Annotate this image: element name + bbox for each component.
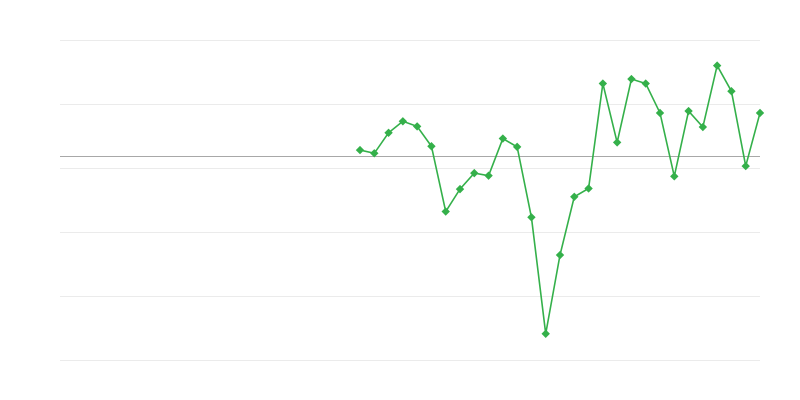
series-1 (355, 61, 765, 338)
gridlines (60, 40, 760, 361)
data-point[interactable] (412, 122, 422, 131)
data-point[interactable] (541, 329, 550, 338)
data-point[interactable] (427, 142, 436, 151)
series-line (359, 63, 761, 334)
data-point[interactable] (670, 172, 679, 181)
data-point[interactable] (712, 61, 722, 70)
data-point[interactable] (598, 79, 608, 88)
data-point[interactable] (355, 145, 365, 155)
data-point[interactable] (512, 142, 522, 152)
data-point[interactable] (612, 138, 622, 147)
data-point[interactable] (570, 192, 579, 201)
data-point[interactable] (741, 161, 750, 171)
data-point[interactable] (698, 122, 708, 132)
data-point[interactable] (655, 108, 665, 118)
data-point[interactable] (555, 250, 565, 260)
data-point[interactable] (684, 106, 693, 116)
data-point[interactable] (627, 74, 636, 84)
data-point[interactable] (398, 117, 408, 126)
data-point[interactable] (498, 134, 508, 143)
data-point[interactable] (527, 213, 536, 222)
data-point[interactable] (455, 184, 465, 194)
data-point[interactable] (470, 168, 479, 178)
data-point[interactable] (755, 108, 765, 118)
data-point[interactable] (584, 184, 593, 193)
data-point[interactable] (370, 149, 379, 158)
data-point[interactable] (441, 207, 450, 216)
data-point[interactable] (384, 128, 393, 137)
data-point[interactable] (484, 171, 493, 180)
data-point[interactable] (727, 87, 736, 96)
data-point[interactable] (641, 79, 650, 88)
